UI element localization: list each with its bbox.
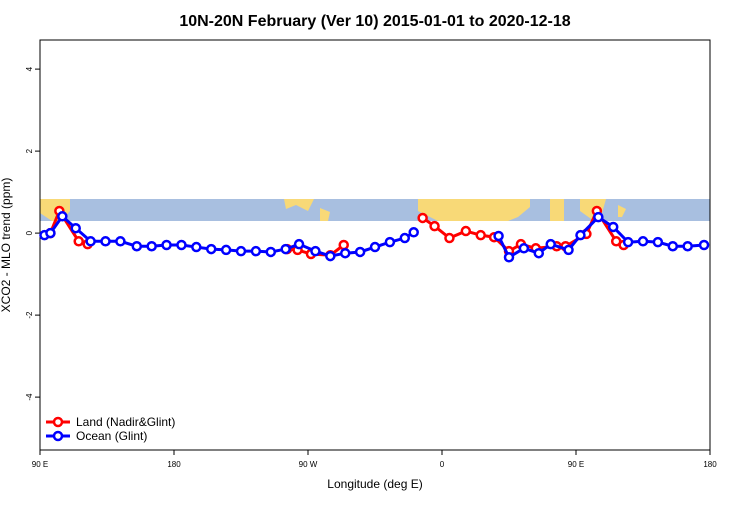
legend-label: Land (Nadir&Glint) <box>76 415 175 429</box>
y-tick-label: -4 <box>25 393 34 401</box>
chart-title: 10N-20N February (Ver 10) 2015-01-01 to … <box>179 13 570 30</box>
data-point <box>131 240 143 252</box>
data-point <box>115 236 126 247</box>
data-point <box>607 221 619 233</box>
data-point <box>354 246 366 258</box>
map-land <box>284 199 330 221</box>
data-point <box>622 236 634 248</box>
data-point <box>682 240 693 252</box>
y-tick-label: -2 <box>25 311 34 319</box>
x-tick-label: 180 <box>703 460 717 469</box>
data-point <box>339 247 351 259</box>
legend: Land (Nadir&Glint)Ocean (Glint) <box>46 415 175 443</box>
data-point <box>265 246 277 258</box>
data-point <box>408 227 419 238</box>
data-point <box>100 236 111 247</box>
data-point <box>575 229 586 241</box>
data-point <box>399 232 411 244</box>
data-point <box>369 241 381 253</box>
data-point <box>444 232 455 244</box>
plot-frame <box>39 39 711 451</box>
data-point <box>338 239 349 251</box>
data-point <box>545 238 556 250</box>
data-point <box>45 227 56 239</box>
data-point <box>652 236 664 248</box>
data-point <box>503 252 515 263</box>
legend-marker <box>52 430 64 442</box>
x-tick-label: 0 <box>440 460 445 469</box>
map-land <box>418 199 564 221</box>
data-point <box>146 240 157 252</box>
data-point <box>325 250 336 262</box>
data-point <box>533 247 545 259</box>
data-point <box>475 229 486 241</box>
data-point <box>70 222 81 234</box>
data-point <box>73 236 84 247</box>
data-point <box>191 241 202 253</box>
y-tick-label: 0 <box>25 230 34 235</box>
legend-label: Ocean (Glint) <box>76 429 147 443</box>
y-tick-label: 2 <box>25 148 34 153</box>
series <box>39 211 710 263</box>
data-point <box>518 243 530 254</box>
x-tick-label: 90 E <box>32 460 48 469</box>
x-axis-label: Longitude (deg E) <box>327 477 422 491</box>
map-ocean <box>40 199 710 221</box>
data-point <box>235 245 247 257</box>
data-point <box>205 243 217 255</box>
data-point <box>220 244 232 256</box>
data-point <box>637 236 649 247</box>
data-point <box>698 239 710 251</box>
data-point <box>460 225 472 237</box>
x-tick-label: 90 E <box>568 460 584 469</box>
data-point <box>563 244 574 256</box>
data-point <box>667 240 679 252</box>
data-point <box>250 245 262 257</box>
data-point <box>176 239 187 251</box>
map-strip <box>40 199 710 221</box>
data-point <box>161 239 172 251</box>
data-point <box>280 243 291 255</box>
map-land <box>580 199 626 221</box>
data-point <box>429 220 440 232</box>
data-point <box>85 236 96 247</box>
data-point <box>384 236 396 248</box>
data-point <box>493 230 504 242</box>
series <box>45 205 629 261</box>
data-point <box>293 238 305 250</box>
y-tick-label: 4 <box>25 66 34 71</box>
x-tick-label: 90 W <box>299 460 318 469</box>
data-point <box>310 245 321 257</box>
x-tick-label: 180 <box>167 460 181 469</box>
data-point <box>57 211 68 222</box>
legend-marker <box>52 416 64 428</box>
data-point <box>593 211 604 223</box>
y-axis-label: XCO2 - MLO trend (ppm) <box>0 178 13 313</box>
data-point <box>417 212 428 224</box>
